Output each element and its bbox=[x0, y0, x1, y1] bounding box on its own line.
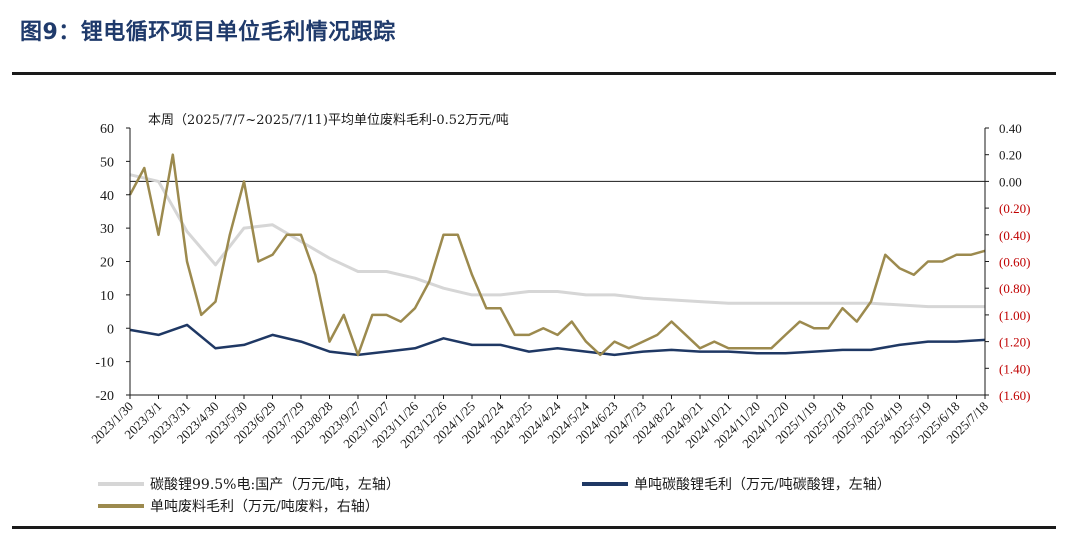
series-line-1 bbox=[129, 173, 985, 309]
right-tick-label: 0.40 bbox=[999, 121, 1022, 136]
series-line-3 bbox=[128, 153, 986, 357]
legend-swatch bbox=[98, 482, 144, 486]
left-tick-label: 0 bbox=[107, 322, 114, 337]
legend-item: 碳酸锂99.5%电:国产（万元/吨，左轴） bbox=[98, 474, 400, 494]
right-tick-label: (0.20) bbox=[999, 201, 1030, 216]
bottom-divider bbox=[12, 526, 1056, 529]
left-tick-label: 40 bbox=[100, 189, 114, 204]
right-tick-label: (0.80) bbox=[999, 281, 1030, 296]
left-tick-label: 20 bbox=[100, 256, 114, 271]
right-tick-label: (0.40) bbox=[999, 228, 1030, 243]
left-tick-label: 10 bbox=[100, 289, 114, 304]
series-line-2 bbox=[129, 323, 986, 357]
legend-swatch bbox=[98, 504, 144, 508]
page-title: 图9：锂电循环项目单位毛利情况跟踪 bbox=[20, 20, 396, 45]
right-tick-label: (1.40) bbox=[999, 361, 1030, 376]
left-tick-label: -10 bbox=[95, 356, 114, 371]
legend-label: 碳酸锂99.5%电:国产（万元/吨，左轴） bbox=[150, 477, 400, 493]
left-tick-label: 60 bbox=[100, 122, 114, 137]
left-tick-label: 30 bbox=[100, 222, 114, 237]
legend-item: 单吨废料毛利（万元/吨废料，右轴） bbox=[98, 496, 379, 516]
right-tick-label: (1.60) bbox=[999, 388, 1030, 403]
legend-item: 单吨碳酸锂毛利（万元/吨碳酸锂，左轴） bbox=[582, 474, 891, 494]
right-tick-label: (0.60) bbox=[999, 255, 1030, 270]
legend-swatch bbox=[582, 482, 628, 486]
left-tick-label: -20 bbox=[95, 389, 114, 404]
top-divider bbox=[12, 72, 1056, 75]
legend-label: 单吨碳酸锂毛利（万元/吨碳酸锂，左轴） bbox=[634, 477, 891, 493]
right-tick-label: 0.20 bbox=[999, 148, 1022, 163]
legend-label: 单吨废料毛利（万元/吨废料，右轴） bbox=[150, 499, 379, 515]
left-tick-label: 50 bbox=[100, 155, 114, 170]
chart-annotation: 本周（2025/7/7~2025/7/11)平均单位废料毛利-0.52万元/吨 bbox=[148, 112, 509, 128]
right-tick-label: (1.20) bbox=[999, 335, 1030, 350]
right-tick-label: (1.00) bbox=[999, 308, 1030, 323]
right-tick-label: 0.00 bbox=[999, 174, 1022, 189]
